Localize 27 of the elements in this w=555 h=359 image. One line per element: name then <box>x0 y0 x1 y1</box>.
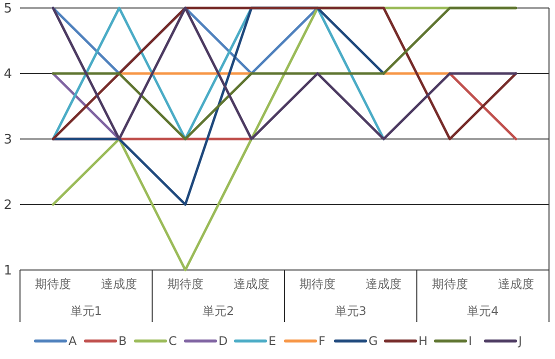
x-tick-label: 期待度 <box>167 277 204 291</box>
x-tick-label: 達成度 <box>233 277 270 291</box>
x-tick-label: 達成度 <box>101 277 138 291</box>
legend-label: H <box>418 334 428 348</box>
y-tick-label: 5 <box>4 2 12 17</box>
x-tick-label: 期待度 <box>432 277 468 291</box>
x-tick-label: 達成度 <box>498 277 534 291</box>
legend-label: C <box>168 334 177 348</box>
legend-label: F <box>318 334 326 348</box>
legend-label: D <box>218 334 228 348</box>
y-tick-label: 4 <box>4 67 12 82</box>
y-tick-label: 1 <box>4 264 12 279</box>
x-tick-label: 期待度 <box>300 277 336 291</box>
legend-label: E <box>268 334 276 348</box>
y-tick-label: 3 <box>4 132 12 148</box>
x-tick-label: 期待度 <box>35 277 72 291</box>
y-tick-label: 2 <box>4 198 12 214</box>
legend-label: A <box>68 334 78 348</box>
x-tick-label: 達成度 <box>366 277 402 291</box>
legend-label: G <box>368 334 378 348</box>
legend-label: B <box>118 334 127 348</box>
text: 単元4 <box>467 304 499 318</box>
text: 単元1 <box>70 304 102 318</box>
text: 単元2 <box>202 304 234 318</box>
text: 単元3 <box>334 304 366 318</box>
legend-label: J <box>518 334 522 348</box>
legend-label: I <box>468 334 472 348</box>
